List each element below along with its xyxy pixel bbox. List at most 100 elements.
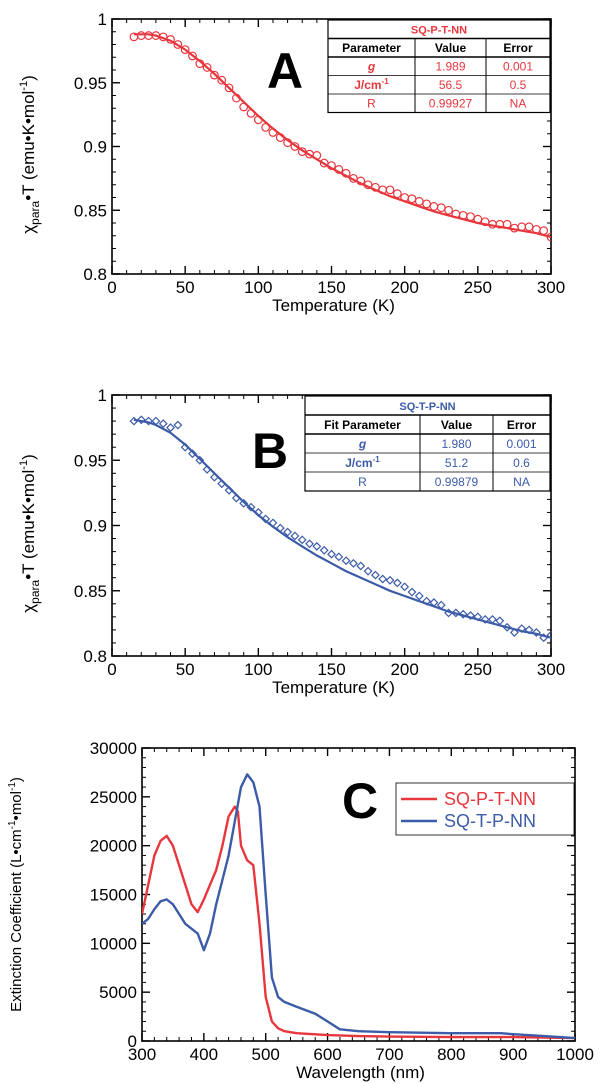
data-point [283, 138, 293, 148]
data-point [290, 142, 300, 151]
data-point [224, 83, 234, 93]
data-point [546, 630, 551, 640]
data-point [217, 75, 227, 85]
data-point [202, 63, 212, 72]
x-tick-label: 900 [499, 1045, 527, 1064]
data-point [458, 210, 468, 220]
table-cell: J/cm-1 [345, 455, 380, 470]
data-point [253, 508, 263, 517]
data-point [458, 609, 468, 619]
y-tick-label: 0.8 [83, 647, 107, 666]
x-tick-label: 300 [128, 1045, 156, 1064]
y-tick-label: 10000 [90, 934, 137, 953]
data-point [524, 625, 534, 635]
fit-line [133, 418, 551, 639]
data-point [151, 416, 161, 426]
data-point [436, 600, 446, 610]
data-point [166, 35, 175, 44]
data-point [327, 549, 336, 559]
data-point [180, 442, 190, 452]
data-point [356, 561, 366, 571]
data-point [356, 176, 366, 186]
data-point [444, 608, 454, 618]
y-tick-label: 0.8 [83, 265, 107, 284]
parameter-table: SQ-P-T-NN Parameter Value Error g 1.989 0.001 J… [327, 19, 551, 114]
table-cell: 0.99927 [429, 97, 473, 111]
x-tick-label: 0 [107, 278, 116, 297]
table-header-cell: Value [435, 41, 467, 55]
data-point [268, 128, 278, 137]
data-point [327, 161, 336, 171]
data-point [246, 108, 256, 118]
panel-c: 300 400 500 600 700 800 900 1000050001000015000… [7, 739, 594, 1082]
data-point [517, 222, 527, 232]
data-point [166, 423, 175, 433]
y-tick-label: 0.9 [83, 138, 107, 157]
data-point [429, 202, 439, 211]
x-tick-label: 300 [537, 278, 565, 297]
table-cell: 1.980 [441, 437, 471, 451]
table-header-cell: Value [441, 418, 473, 432]
table-cell: 0.6 [513, 456, 530, 470]
legend-label: SQ-T-P-NN [444, 811, 536, 831]
data-point [188, 449, 197, 459]
data-point [188, 51, 197, 61]
data-point [275, 523, 285, 533]
table-cell: NA [513, 475, 530, 489]
table-cell: NA [510, 97, 527, 111]
x-tick-label: 500 [252, 1045, 280, 1064]
y-tick-label: 0.85 [74, 201, 107, 220]
data-point [341, 556, 351, 566]
data-point [466, 611, 475, 620]
y-tick-label: 1 [98, 386, 107, 405]
y-tick-label: 1 [98, 10, 107, 29]
x-tick-label: 800 [437, 1045, 465, 1064]
x-axis-title: Temperature (K) [272, 296, 395, 315]
data-point [195, 59, 205, 69]
y-tick-label: 20000 [90, 837, 137, 856]
table-cell: 56.5 [439, 78, 463, 92]
data-point [144, 416, 154, 426]
table-header-cell: Error [507, 418, 537, 432]
x-tick-label: 150 [317, 278, 345, 297]
data-point [261, 514, 271, 524]
data-point [480, 615, 490, 624]
data-point [517, 624, 527, 634]
table-cell: 51.2 [445, 456, 469, 470]
data-point [158, 419, 168, 429]
y-axis-title: χpara•T (emu•K•mol-1) [18, 75, 42, 234]
data-point [173, 40, 183, 49]
y-tick-label: 30000 [90, 739, 137, 758]
x-tick-label: 50 [176, 660, 195, 679]
table-cell: R [358, 475, 367, 489]
data-point [539, 633, 549, 643]
data-point [392, 578, 402, 588]
data-point [539, 226, 549, 236]
table-cell: J/cm-1 [354, 77, 389, 92]
data-point [209, 472, 219, 482]
table-cell: R [367, 97, 376, 111]
data-point [466, 212, 475, 222]
data-point [429, 598, 439, 607]
data-layer [129, 31, 551, 242]
table-header-cell: Fit Parameter [324, 418, 401, 432]
table-cell: g [358, 437, 367, 451]
y-tick-label: 5000 [99, 983, 137, 1002]
series-line [142, 773, 575, 1040]
data-point [509, 628, 519, 637]
data-point [502, 622, 512, 632]
data-point [473, 612, 483, 622]
data-point [283, 527, 293, 537]
x-tick-label: 250 [464, 660, 492, 679]
x-tick-label: 0 [107, 660, 116, 679]
data-point [378, 574, 388, 584]
data-point [531, 628, 541, 637]
x-tick-label: 300 [537, 660, 565, 679]
data-point [502, 219, 512, 229]
table-cell: g [367, 60, 376, 74]
table-cell: 0.001 [503, 60, 533, 74]
parameter-table: SQ-T-P-NN Fit Parameter Value Error g 1.980 0.… [304, 395, 551, 492]
y-tick-label: 25000 [90, 788, 137, 807]
x-tick-label: 250 [464, 278, 492, 297]
data-layer [129, 415, 551, 643]
